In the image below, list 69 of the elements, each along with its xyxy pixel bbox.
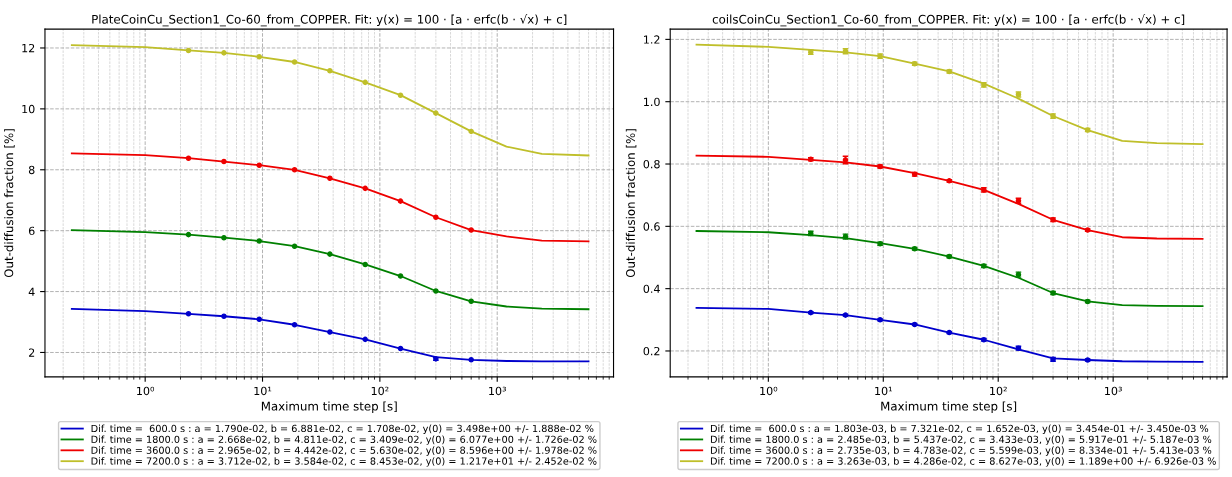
point [291, 166, 298, 173]
point [468, 356, 474, 363]
y-tick-label: 2 [28, 348, 35, 357]
point [221, 158, 227, 165]
point [185, 155, 192, 161]
point [291, 243, 298, 249]
point [221, 234, 227, 241]
y-tick-label: 0.6 [643, 222, 660, 231]
y-tick-label: 8 [28, 165, 35, 175]
x-tick-label: 10² [990, 386, 1007, 396]
point [433, 288, 439, 294]
point [221, 50, 227, 56]
x-tick-label: 10¹ [875, 386, 892, 396]
y-axis-title: Out-diffusion fraction [%] [625, 129, 637, 278]
legend-label: Dif. time = 7200.0 s : a = 3.263e-03, b = 4.286e-02, c = 8.627e-03, y(0) = 1.189e+00 +/- 6.926e-03 % [710, 457, 1216, 467]
point [185, 47, 192, 54]
point [256, 54, 263, 60]
point [327, 251, 333, 257]
x-tick-label: 10³ [1105, 386, 1122, 396]
y-axis-title: Out-diffusion fraction [%] [4, 129, 15, 278]
point [362, 185, 368, 192]
legend-label: Dif. time = 1800.0 s : a = 2.668e-02, b = 4.811e-02, c = 3.409e-02, y(0) = 6.077e+00 +/- 1.726e-02 % [91, 435, 597, 445]
legend-label: Dif. time = 7200.0 s : a = 3.712e-02, b = 3.584e-02, c = 8.453e-02, y(0) = 1.217e+01 +/- 2.452e-02 % [91, 457, 597, 467]
point [362, 261, 368, 268]
point [397, 345, 404, 352]
legend-label: Dif. time = 600.0 s : a = 1.790e-02, b = 6.881e-02, c = 1.708e-02, y(0) = 3.498e+00 +/- 1.888e-02 % [91, 424, 594, 435]
y-tick-label: 0.2 [643, 346, 660, 356]
point [397, 198, 404, 204]
point [362, 79, 368, 86]
point [433, 110, 439, 116]
point [185, 231, 192, 238]
x-axis-title: Maximum time step [s] [261, 401, 397, 413]
x-tick-label: 10⁰ [760, 386, 778, 396]
point [221, 313, 227, 320]
point [397, 273, 404, 279]
point [327, 68, 333, 74]
x-tick-label: 10⁰ [137, 386, 155, 396]
y-tick-label: 1.0 [644, 97, 660, 107]
point [433, 214, 439, 221]
point [256, 162, 263, 168]
legend-label: Dif. time = 600.0 s : a = 1.803e-03, b = 7.321e-02, c = 1.652e-03, y(0) = 3.454e-01 +/- 3.450e-03 % [710, 424, 1209, 435]
x-tick-label: 10³ [489, 386, 506, 396]
point [468, 298, 474, 305]
point [468, 128, 474, 135]
chart-title: PlateCoinCu_Section1_Co-60_from_COPPER. Fit: y(x) = 100 · [a · erfc(b · √x) + c] [92, 13, 567, 27]
point [327, 175, 333, 182]
y-tick-label: 1.2 [644, 35, 660, 44]
point [327, 329, 333, 335]
y-tick-label: 0.8 [643, 159, 660, 169]
y-tick-label: 10 [22, 104, 35, 114]
point [397, 92, 404, 98]
y-tick-label: 6 [28, 226, 35, 236]
chart-title: coilsCoinCu_Section1_Co-60_from_COPPER. Fit: y(x) = 100 · [a · erfc(b · √x) + c] [712, 13, 1185, 27]
point [256, 316, 263, 323]
y-tick-label: 0.4 [643, 284, 660, 294]
legend-label: Dif. time = 1800.0 s : a = 2.485e-03, b = 5.437e-02, c = 3.433e-03, y(0) = 5.917e-01 +/- 5.187e-03 % [710, 435, 1212, 445]
x-axis-title: Maximum time step [s] [881, 401, 1017, 413]
point [291, 321, 298, 328]
legend-label: Dif. time = 3600.0 s : a = 2.965e-02, b = 4.442e-02, c = 5.630e-02, y(0) = 8.596e+00 +/- 1.978e-02 % [91, 446, 597, 456]
point [362, 336, 368, 343]
x-tick-label: 10¹ [254, 386, 272, 396]
y-tick-label: 12 [22, 43, 35, 53]
x-tick-label: 10² [371, 386, 389, 396]
point [291, 59, 298, 65]
point [185, 311, 192, 317]
point [468, 227, 474, 233]
legend-label: Dif. time = 3600.0 s : a = 2.735e-03, b = 4.783e-02, c = 5.599e-03, y(0) = 8.334e-01 +/- 5.413e-03 % [710, 446, 1212, 456]
point [256, 238, 263, 244]
y-tick-label: 4 [28, 287, 35, 296]
